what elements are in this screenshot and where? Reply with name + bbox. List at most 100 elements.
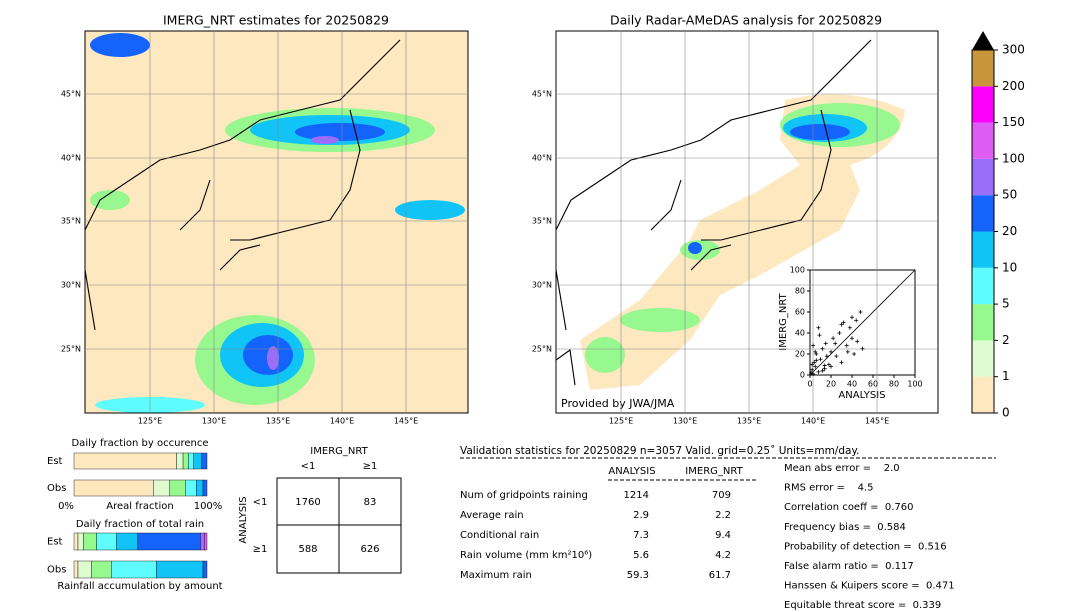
amount-segment	[202, 560, 208, 579]
colorbar-label: 20	[1002, 224, 1017, 238]
stats-label: Num of gridpoints raining	[460, 490, 588, 501]
occurrence-segment	[182, 452, 189, 470]
amount-segment	[156, 560, 204, 579]
amount-segment	[91, 560, 112, 579]
occurrence-segment	[73, 452, 177, 470]
colorbar-label: 200	[1002, 79, 1025, 93]
scatter-point	[824, 354, 829, 359]
occurrence-segment	[201, 452, 208, 470]
amount-segment	[73, 532, 79, 551]
lon-label: 130°E	[202, 417, 226, 426]
scatter-point	[855, 339, 860, 344]
stats-score: Probability of detection = 0.516	[784, 541, 947, 552]
amount-row-label: Obs	[47, 565, 66, 576]
scatter-point	[858, 310, 863, 314]
occurrence-segment	[196, 479, 204, 497]
scatter-point	[845, 349, 850, 354]
scatter-x-tick-label: 80	[889, 380, 899, 389]
lon-label: 140°E	[801, 417, 825, 426]
stats-label: Maximum rain	[460, 570, 532, 581]
scatter-point	[833, 341, 838, 346]
colorbar-segment	[972, 340, 994, 377]
scatter-y-tick-label: 20	[795, 350, 805, 359]
colorbar-label: 50	[1002, 188, 1017, 202]
scatter-point	[816, 369, 821, 374]
scatter-point	[810, 362, 815, 367]
contingency-col: <1	[301, 461, 316, 472]
stats-score: Mean abs error = 2.0	[784, 463, 900, 474]
scatter-point	[854, 318, 859, 323]
stats-column: IMERG_NRT	[685, 466, 743, 477]
amount-row-label: Est	[47, 537, 63, 548]
contingency-cell: 83	[364, 497, 377, 508]
scatter-point	[818, 357, 823, 362]
scatter-point	[837, 331, 842, 335]
scatter-point	[812, 360, 817, 365]
contingency-row: <1	[253, 497, 268, 508]
stats-label: Average rain	[460, 510, 524, 521]
amount-segment	[77, 560, 92, 579]
scatter-point	[839, 360, 844, 365]
occurrence-segment	[188, 452, 194, 470]
colorbar-segment	[972, 158, 994, 196]
lat-label: 45°N	[532, 90, 552, 99]
colorbar-segment	[972, 195, 994, 232]
lat-label: 25°N	[532, 345, 552, 354]
lat-label: 35°N	[532, 217, 552, 226]
credit: Provided by JWA/JMA	[561, 397, 675, 410]
colorbar-segment	[972, 376, 994, 413]
stats-value: 4.2	[715, 550, 731, 561]
amount-segment	[77, 532, 84, 551]
lat-label: 35°N	[61, 217, 81, 226]
scatter-y-tick-label: 100	[790, 266, 805, 275]
stats-score: Equitable threat score = 0.339	[784, 600, 941, 611]
lat-label: 25°N	[61, 345, 81, 354]
scatter-point	[822, 363, 827, 368]
scatter-point	[813, 349, 818, 354]
scatter-point	[860, 346, 865, 351]
scatter-point	[814, 352, 819, 356]
lon-label: 135°E	[737, 417, 761, 426]
colorbar-label: 2	[1002, 333, 1010, 347]
lat-label: 40°N	[532, 154, 552, 163]
stats-label: Rain volume (mm km²10⁶)	[460, 550, 592, 561]
contingency-row: ≥1	[253, 544, 268, 555]
occurrence-segment	[185, 479, 197, 497]
stats-value: 9.4	[715, 530, 731, 541]
scatter-x-tick-label: 60	[868, 380, 878, 389]
contingency-col: ≥1	[363, 461, 378, 472]
stats-header: Validation statistics for 20250829 n=305…	[460, 445, 860, 457]
stats-score: False alarm ratio = 0.117	[784, 561, 914, 572]
stats-value: 709	[712, 490, 731, 501]
contingency-cell: 1760	[295, 497, 320, 508]
scatter-point	[829, 349, 833, 354]
scatter-point	[850, 336, 854, 341]
colorbar-segment	[972, 122, 994, 159]
amount-footer: Rainfall accumulation by amount	[57, 581, 222, 592]
amount-segment	[204, 532, 208, 551]
lat-label: 30°N	[532, 281, 552, 290]
lat-label: 45°N	[61, 90, 81, 99]
map1-title: IMERG_NRT estimates for 20250829	[163, 13, 389, 28]
scatter-y-tick-label: 0	[800, 371, 805, 380]
amount-segment	[111, 560, 157, 579]
lon-label: 130°E	[673, 417, 697, 426]
occurrence-segment	[169, 479, 186, 497]
colorbar-segment	[972, 231, 994, 268]
scatter-x-tick-label: 20	[826, 380, 836, 389]
coastlines	[85, 39, 872, 386]
scatter-ylabel: IMERG_NRT	[778, 292, 789, 350]
scatter-point	[816, 325, 821, 330]
lon-label: 145°E	[394, 417, 418, 426]
scatter-point	[829, 364, 833, 369]
scatter-point	[826, 362, 831, 367]
occurrence-left: 0%	[58, 501, 74, 512]
stats-score: RMS error = 4.5	[784, 483, 874, 494]
scatter-y-tick-label: 60	[795, 308, 805, 317]
colorbar-label: 300	[1002, 43, 1025, 57]
scatter-point	[820, 346, 825, 351]
scatter-point	[813, 364, 818, 369]
scatter-point	[823, 341, 828, 346]
scatter-point	[831, 336, 836, 341]
stats-value: 2.9	[633, 510, 649, 521]
